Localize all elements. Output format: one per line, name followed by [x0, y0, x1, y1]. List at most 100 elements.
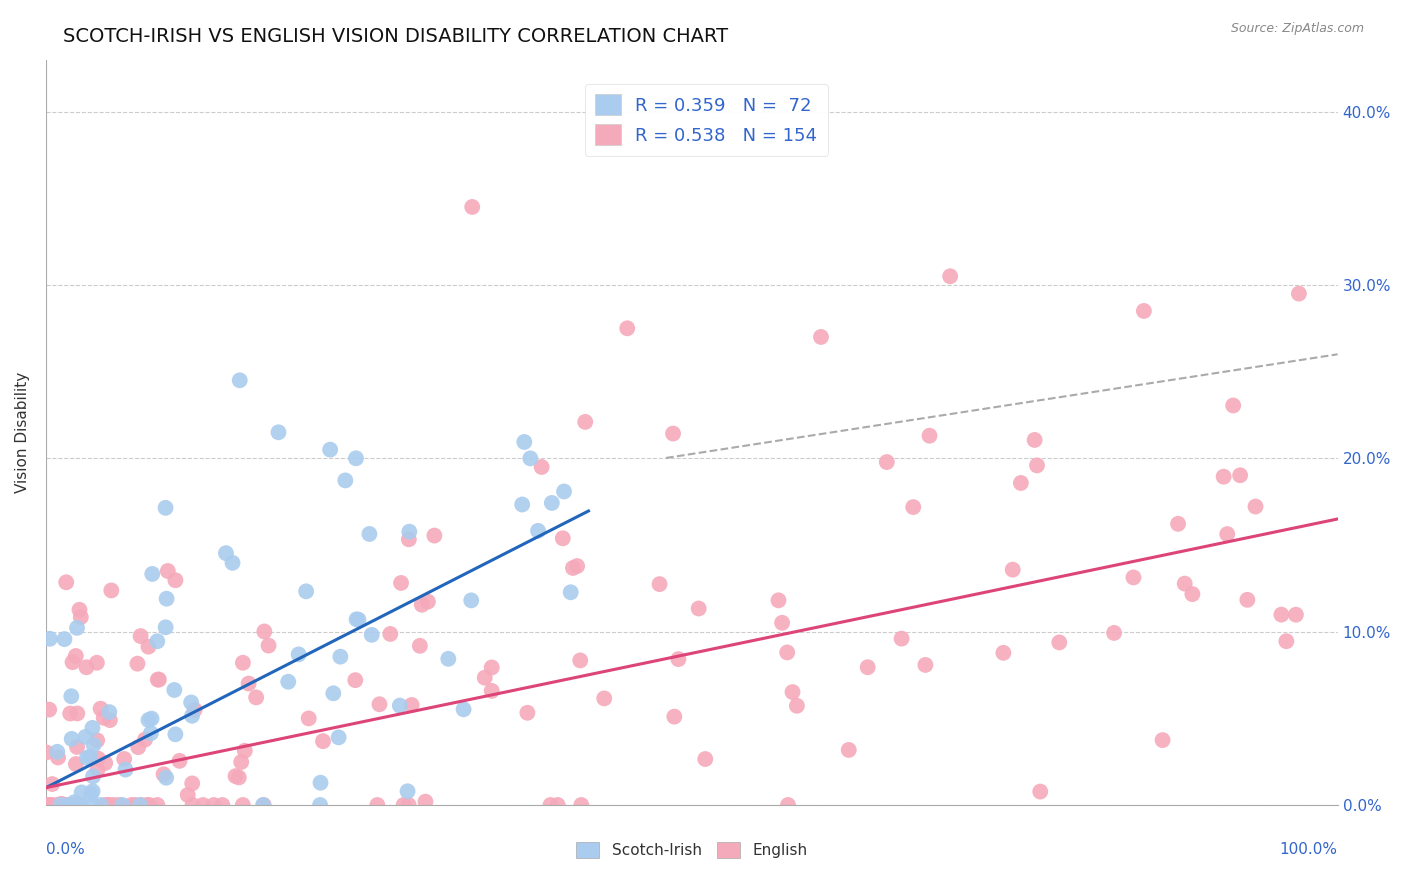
Point	[993, 646, 1015, 660]
Point	[82, 797, 104, 812]
Point	[245, 690, 267, 705]
Point	[127, 740, 149, 755]
Point	[776, 797, 799, 812]
Point	[60, 731, 83, 746]
Point	[129, 797, 152, 812]
Point	[312, 734, 335, 748]
Point	[60, 690, 83, 704]
Point	[551, 531, 574, 545]
Point	[662, 426, 685, 441]
Point	[181, 797, 204, 812]
Point	[181, 776, 204, 790]
Point	[86, 763, 108, 777]
Point	[1275, 634, 1298, 648]
Point	[392, 797, 415, 812]
Point	[87, 751, 110, 765]
Point	[53, 632, 76, 646]
Point	[1133, 304, 1156, 318]
Point	[527, 524, 550, 538]
Point	[228, 373, 250, 387]
Text: 0.0%: 0.0%	[46, 842, 84, 857]
Point	[510, 498, 533, 512]
Point	[38, 703, 60, 717]
Point	[82, 784, 104, 798]
Point	[75, 660, 97, 674]
Point	[903, 500, 925, 514]
Point	[380, 627, 402, 641]
Point	[79, 749, 101, 764]
Point	[398, 533, 420, 547]
Point	[298, 711, 321, 725]
Point	[1001, 563, 1024, 577]
Point	[138, 640, 160, 654]
Point	[786, 698, 808, 713]
Point	[329, 649, 352, 664]
Point	[481, 660, 503, 674]
Point	[1047, 635, 1070, 649]
Point	[838, 743, 860, 757]
Point	[347, 613, 370, 627]
Point	[277, 674, 299, 689]
Point	[411, 598, 433, 612]
Point	[231, 755, 253, 769]
Point	[252, 797, 274, 812]
Point	[86, 733, 108, 747]
Point	[35, 746, 58, 760]
Point	[295, 584, 318, 599]
Point	[55, 797, 77, 812]
Point	[165, 573, 187, 587]
Text: 100.0%: 100.0%	[1279, 842, 1337, 857]
Point	[111, 797, 134, 812]
Point	[1270, 607, 1292, 622]
Point	[688, 601, 710, 615]
Point	[328, 731, 350, 745]
Point	[257, 639, 280, 653]
Point	[100, 583, 122, 598]
Point	[1122, 570, 1144, 584]
Point	[593, 691, 616, 706]
Point	[65, 648, 87, 663]
Point	[202, 797, 225, 812]
Point	[401, 698, 423, 712]
Point	[155, 620, 177, 634]
Point	[776, 645, 799, 659]
Point	[98, 705, 121, 719]
Point	[75, 730, 97, 744]
Point	[914, 657, 936, 672]
Point	[1216, 527, 1239, 541]
Point	[423, 528, 446, 542]
Point	[169, 754, 191, 768]
Point	[211, 797, 233, 812]
Point	[38, 632, 60, 646]
Point	[415, 795, 437, 809]
Point	[335, 474, 357, 488]
Point	[90, 701, 112, 715]
Point	[1285, 607, 1308, 622]
Point	[322, 686, 344, 700]
Point	[1288, 286, 1310, 301]
Point	[82, 769, 104, 783]
Point	[69, 610, 91, 624]
Point	[388, 698, 411, 713]
Point	[51, 797, 73, 812]
Point	[69, 797, 91, 812]
Point	[359, 527, 381, 541]
Point	[366, 797, 388, 812]
Point	[437, 652, 460, 666]
Point	[163, 683, 186, 698]
Point	[547, 797, 569, 812]
Point	[108, 797, 131, 812]
Point	[574, 415, 596, 429]
Point	[1222, 399, 1244, 413]
Point	[648, 577, 671, 591]
Point	[810, 330, 832, 344]
Point	[695, 752, 717, 766]
Point	[540, 797, 562, 812]
Point	[103, 797, 125, 812]
Point	[49, 797, 72, 812]
Point	[1029, 784, 1052, 798]
Point	[155, 500, 177, 515]
Point	[62, 655, 84, 669]
Point	[129, 629, 152, 643]
Point	[309, 775, 332, 789]
